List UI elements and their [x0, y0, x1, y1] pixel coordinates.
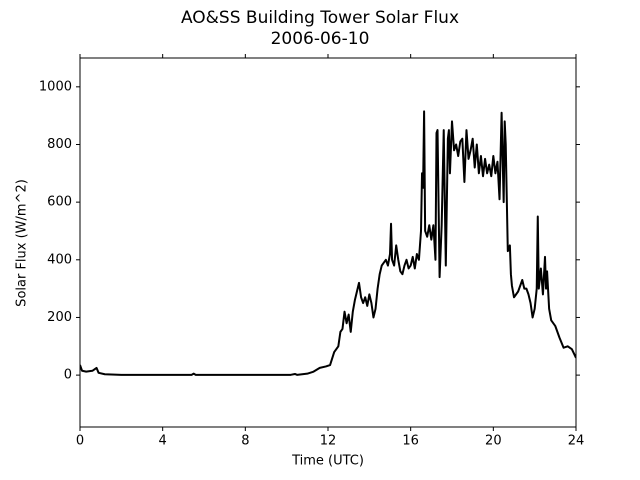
- y-tick-label: 400: [47, 252, 72, 267]
- x-tick-label: 20: [485, 434, 502, 449]
- y-axis-label: Solar Flux (W/m^2): [15, 179, 30, 307]
- x-tick-label: 4: [159, 434, 167, 449]
- chart-subtitle: 2006-06-10: [271, 29, 370, 49]
- x-tick-label: 24: [568, 434, 585, 449]
- y-tick-label: 0: [64, 368, 72, 383]
- y-tick-label: 1000: [39, 79, 72, 94]
- chart-title: AO&SS Building Tower Solar Flux: [181, 8, 459, 28]
- y-tick-label: 200: [47, 310, 72, 325]
- x-tick-label: 16: [402, 434, 419, 449]
- x-tick-label: 8: [241, 434, 249, 449]
- x-axis-label: Time (UTC): [291, 454, 364, 469]
- x-tick-label: 12: [320, 434, 337, 449]
- plot-frame: [79, 57, 577, 428]
- x-tick-label: 0: [76, 434, 84, 449]
- y-tick-label: 600: [47, 195, 72, 210]
- y-tick-label: 800: [47, 137, 72, 152]
- series-line: [80, 110, 576, 376]
